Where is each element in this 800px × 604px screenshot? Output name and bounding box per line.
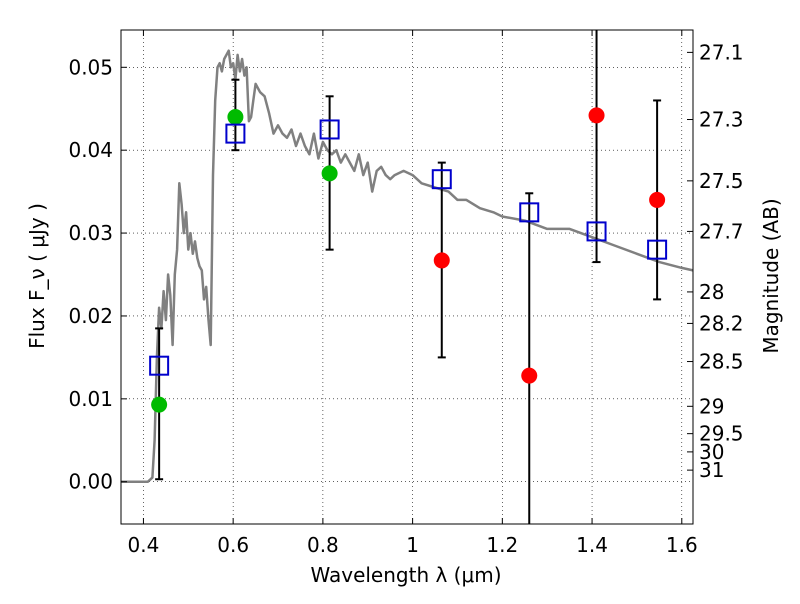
red-observed-point: [433, 252, 450, 269]
right-tick-label: 29: [699, 394, 724, 418]
points-layer: [149, 107, 668, 413]
right-tick-label: 28: [699, 280, 724, 304]
green-observed-point: [321, 165, 338, 182]
model-square-point: [149, 355, 170, 376]
x-tick-label: 1.6: [666, 533, 698, 557]
x-tick-label: 1.4: [576, 533, 608, 557]
right-tick-label: 30: [699, 440, 724, 464]
plot-frame: [120, 29, 694, 525]
x-tick-label: 1.2: [486, 533, 518, 557]
y-tick-label: 0.04: [68, 138, 113, 162]
x-tick-label: 0.6: [217, 533, 249, 557]
model-square-point: [225, 123, 246, 144]
x-axis-label: Wavelength λ (μm): [310, 563, 501, 587]
green-observed-point: [151, 396, 168, 413]
model-square-point: [586, 221, 607, 242]
red-observed-point: [521, 367, 538, 384]
sed-curve-layer: [121, 49, 694, 483]
right-tick-label: 31: [699, 458, 724, 482]
model-square-point: [431, 169, 452, 190]
y-tick-label: 0.00: [68, 470, 113, 494]
red-observed-point: [588, 107, 605, 124]
right-tick-label: 28.2: [699, 311, 744, 335]
y-axis-label: Flux F_ν ( μJy ): [25, 203, 49, 349]
error-bar-layer: [155, 30, 662, 524]
x-tick-label: 0.4: [128, 533, 160, 557]
right-tick-label: 27.5: [699, 169, 744, 193]
y-tick-label: 0.01: [68, 387, 113, 411]
model-square-point: [519, 202, 540, 223]
model-square-point: [319, 119, 340, 140]
red-observed-point: [649, 191, 666, 208]
y-tick-label: 0.05: [68, 55, 113, 79]
x-tick-label: 0.8: [307, 533, 339, 557]
right-tick-label: 27.7: [699, 219, 744, 243]
green-observed-point: [227, 109, 244, 126]
x-tick-label: 1: [406, 533, 419, 557]
right-tick-label: 28.5: [699, 350, 744, 374]
y-tick-label: 0.02: [68, 304, 113, 328]
right-axis-label: Magnitude (AB): [759, 198, 783, 353]
grid-layer: [121, 30, 693, 524]
model-square-point: [647, 239, 668, 260]
right-tick-label: 29.5: [699, 422, 744, 446]
right-tick-label: 27.3: [699, 108, 744, 132]
right-tick-label: 27.1: [699, 40, 744, 64]
axes-layer: 0.4 0.6 0.8 1 1.2 1.4 1.6 0.00 0.01 0.02 0.03 0.04 0…: [68, 30, 744, 557]
y-tick-label: 0.03: [68, 221, 113, 245]
sed-curve-line: [121, 49, 694, 483]
